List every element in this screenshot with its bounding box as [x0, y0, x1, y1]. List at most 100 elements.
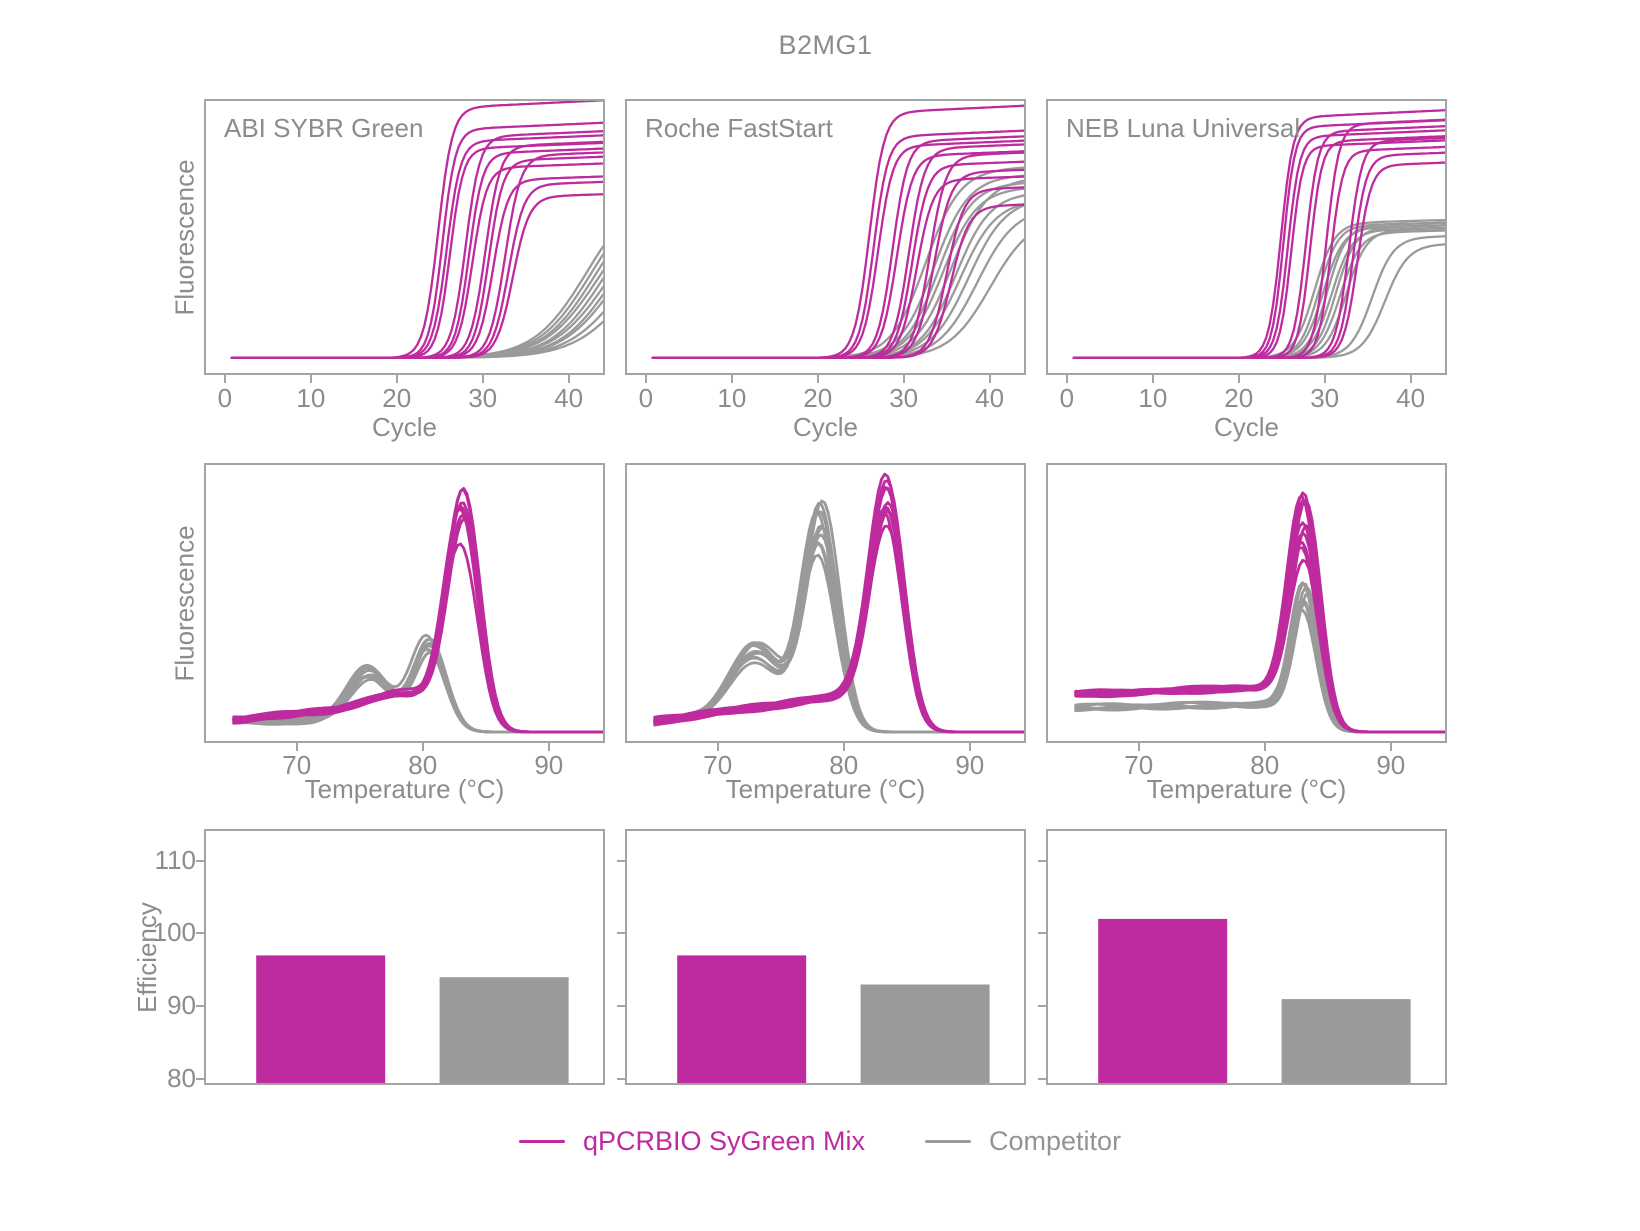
- curve: [230, 162, 603, 360]
- curve: [1074, 495, 1445, 734]
- curve: [232, 507, 603, 734]
- efficiency-y-tick: [1038, 932, 1046, 935]
- amp-x-tick-label: 40: [1396, 383, 1426, 413]
- amp-x-tick: [730, 375, 733, 383]
- amp-x-tick-label: 30: [468, 383, 498, 413]
- curve: [1072, 139, 1445, 360]
- melt-x-tick: [842, 743, 845, 751]
- amp-x-tick: [1065, 375, 1068, 383]
- efficiency-y-tick-label: 100: [152, 917, 196, 948]
- curve: [232, 506, 603, 734]
- amp-x-tick: [644, 375, 647, 383]
- amp-x-tick: [1151, 375, 1154, 383]
- curve: [232, 488, 603, 734]
- curve: [651, 203, 1024, 360]
- melt-x-tick: [421, 743, 424, 751]
- melt-x-tick-label: 90: [955, 750, 985, 780]
- melt-x-axis-title: Temperature (°C): [725, 774, 926, 804]
- facet-label-neb-luna-universal: NEB Luna Universal: [1066, 113, 1301, 143]
- amplification-plot-abi-sybr-green: ABI SYBR Green: [204, 99, 605, 375]
- curve: [232, 504, 603, 734]
- melt-x-tick-label: 90: [534, 750, 564, 780]
- melt-x-axis-title: Temperature (°C): [304, 774, 505, 804]
- amp-x-tick: [902, 375, 905, 383]
- amp-x-tick-label: 10: [296, 383, 326, 413]
- curve: [232, 517, 603, 734]
- curve: [1072, 243, 1445, 360]
- melt-x-tick-label: 70: [703, 750, 733, 780]
- melt-curve-plot-abi-sybr-green: [204, 463, 605, 743]
- efficiency-y-tick: [196, 1005, 204, 1008]
- curve: [653, 509, 1024, 734]
- amplification-plot-roche-faststart: Roche FastStart: [625, 99, 1026, 375]
- legend-label-competitor: Competitor: [989, 1126, 1122, 1156]
- amp-x-axis-title: Cycle: [371, 412, 437, 442]
- curve: [1074, 602, 1445, 734]
- amp-x-tick: [1409, 375, 1412, 383]
- facet-label-abi-sybr-green: ABI SYBR Green: [224, 113, 424, 143]
- amp-x-tick: [988, 375, 991, 383]
- curve: [651, 139, 1024, 360]
- curve: [1074, 592, 1445, 734]
- amp-x-tick-label: 20: [382, 383, 412, 413]
- curve: [232, 514, 603, 734]
- amp-x-axis-title: Cycle: [1213, 412, 1279, 442]
- facet-label-roche-faststart: Roche FastStart: [645, 113, 833, 143]
- amp-x-tick-label: 10: [717, 383, 747, 413]
- curve: [1074, 499, 1445, 734]
- efficiency-y-tick: [1038, 1005, 1046, 1008]
- curve: [232, 542, 603, 734]
- curve: [1072, 145, 1445, 360]
- amp-x-tick-label: 20: [1224, 383, 1254, 413]
- legend-label-sygreen: qPCRBIO SyGreen Mix: [582, 1126, 866, 1156]
- efficiency-bar-chart-abi-sybr-green: [204, 829, 605, 1085]
- efficiency-y-tick: [617, 1005, 625, 1008]
- efficiency-y-tick: [617, 932, 625, 935]
- amp-x-tick: [816, 375, 819, 383]
- curve: [1072, 109, 1445, 360]
- curve: [1074, 499, 1445, 734]
- efficiency-bar-sygreen: [256, 955, 386, 1083]
- amp-y-axis-title-text: Fluorescence: [169, 158, 200, 316]
- curve: [1072, 229, 1445, 360]
- melt-x-tick: [295, 743, 298, 751]
- efficiency-y-tick-label: 80: [167, 1063, 196, 1094]
- figure-title: B2MG1: [778, 30, 873, 60]
- melt-curve-plot-neb-luna-universal: [1046, 463, 1447, 743]
- curve: [1072, 129, 1445, 360]
- melt-y-axis-title-text: Fluorescence: [169, 524, 200, 682]
- amp-x-tick-label: 0: [1059, 383, 1075, 413]
- legend-line-competitor-icon: [925, 1140, 972, 1143]
- melt-x-tick: [1137, 743, 1140, 751]
- amp-x-tick: [223, 375, 226, 383]
- curve: [1072, 161, 1445, 360]
- efficiency-bar-competitor: [1281, 999, 1411, 1083]
- melt-x-tick-label: 70: [1124, 750, 1154, 780]
- melt-x-tick: [547, 743, 550, 751]
- amp-x-tick: [481, 375, 484, 383]
- melt-x-tick-label: 90: [1376, 750, 1406, 780]
- legend: qPCRBIO SyGreen Mix Competitor: [0, 1126, 1640, 1157]
- melt-x-tick-label: 80: [408, 750, 438, 780]
- melt-x-tick-label: 80: [829, 750, 859, 780]
- amp-x-tick-label: 40: [975, 383, 1005, 413]
- legend-item-sygreen: qPCRBIO SyGreen Mix: [518, 1126, 866, 1157]
- legend-item-competitor: Competitor: [925, 1126, 1121, 1157]
- amp-x-tick: [567, 375, 570, 383]
- efficiency-y-tick: [196, 859, 204, 862]
- melt-x-tick-label: 70: [282, 750, 312, 780]
- curve: [651, 143, 1024, 360]
- melt-x-tick-label: 80: [1250, 750, 1280, 780]
- curve: [230, 134, 603, 360]
- melt-x-tick: [1263, 743, 1266, 751]
- curve: [651, 187, 1024, 360]
- curve: [1074, 608, 1445, 734]
- efficiency-bar-sygreen: [677, 955, 807, 1083]
- melt-curve-plot-roche-faststart: [625, 463, 1026, 743]
- curve: [1072, 125, 1445, 360]
- amp-x-tick-label: 30: [889, 383, 919, 413]
- legend-line-sygreen-icon: [518, 1140, 565, 1143]
- curve: [230, 193, 603, 360]
- efficiency-y-tick-label: 110: [154, 844, 196, 875]
- amp-x-tick-label: 0: [638, 383, 654, 413]
